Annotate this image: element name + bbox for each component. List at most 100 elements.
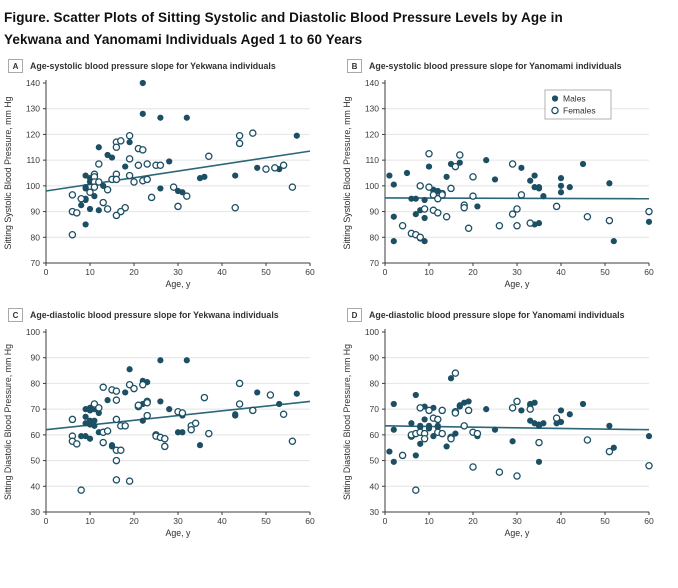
data-point <box>112 415 121 423</box>
data-point <box>293 390 300 397</box>
data-point <box>235 399 244 408</box>
data-point <box>473 429 482 438</box>
data-point <box>112 387 121 395</box>
y-tick-label: 100 <box>26 181 40 191</box>
data-point <box>390 213 397 220</box>
x-tick-label: 60 <box>305 516 315 526</box>
data-point <box>78 201 85 208</box>
x-tick-label: 50 <box>261 516 271 526</box>
y-tick-label: 50 <box>31 455 41 465</box>
data-point <box>82 221 89 228</box>
data-point <box>130 177 138 186</box>
data-point <box>68 415 77 423</box>
x-tick-label: 50 <box>600 516 610 526</box>
scatter-plot-D: 30 40 50 60 70 80 90 100 0 10 20 30 40 50 60 Sitting Di… <box>342 327 654 538</box>
data-point <box>531 399 538 406</box>
data-point <box>518 164 525 171</box>
data-point <box>157 398 164 405</box>
y-tick-label: 110 <box>365 155 379 165</box>
panel-C: C Age-diastolic blood pressure slope for … <box>0 308 339 543</box>
data-point <box>139 79 146 86</box>
series-females-points <box>398 149 653 241</box>
data-point <box>73 208 81 217</box>
data-point <box>408 419 415 427</box>
data-point <box>122 163 129 170</box>
data-point <box>412 210 419 217</box>
data-point <box>99 383 107 391</box>
data-point <box>143 398 151 407</box>
data-point <box>421 196 428 203</box>
panel-letter: D <box>347 308 362 323</box>
data-point <box>566 183 573 190</box>
data-point <box>125 131 134 140</box>
data-point <box>77 194 85 203</box>
data-point <box>417 422 424 429</box>
axes: 70 80 90 100 110 120 130 140 0 10 20 30 40 50 60 <box>365 78 654 277</box>
data-point <box>495 468 504 476</box>
x-tick-label: 20 <box>129 516 139 526</box>
data-point <box>95 143 102 151</box>
data-point <box>262 165 270 173</box>
data-point <box>386 448 393 455</box>
x-tick-label: 40 <box>556 516 566 526</box>
data-point <box>95 159 103 168</box>
panel-chart-title: Age-diastolic blood pressure slope for Y… <box>369 310 625 321</box>
data-point <box>469 192 477 200</box>
x-tick-label: 60 <box>644 267 654 277</box>
data-point <box>425 425 433 432</box>
data-point <box>491 426 499 433</box>
data-point <box>147 193 156 201</box>
legend-females-icon <box>551 106 559 114</box>
data-point <box>456 150 464 159</box>
data-point <box>540 192 547 199</box>
data-point <box>205 429 213 438</box>
data-point <box>535 458 543 465</box>
data-point <box>447 374 455 382</box>
data-point <box>390 458 397 465</box>
data-point <box>126 365 133 373</box>
data-point <box>386 172 393 179</box>
data-point <box>443 443 450 450</box>
data-point <box>134 401 143 409</box>
x-tick-label: 10 <box>424 267 434 277</box>
data-point <box>235 131 244 140</box>
data-point <box>82 413 89 420</box>
panel-chart-title: Age-systolic blood pressure slope for Ye… <box>30 61 276 72</box>
data-point <box>183 114 190 121</box>
y-tick-label: 90 <box>31 352 41 362</box>
y-tick-label: 50 <box>370 455 380 465</box>
scatter-plot-C: 30 40 50 60 70 80 90 100 0 10 20 30 40 50 60 Sitting Di… <box>3 327 315 538</box>
data-point <box>266 390 275 399</box>
data-point <box>390 400 397 407</box>
data-point <box>508 159 517 168</box>
data-point <box>606 422 613 429</box>
trend-line <box>384 196 650 200</box>
data-point <box>157 356 164 364</box>
y-tick-label: 130 <box>26 103 40 113</box>
legend: Males Females <box>544 89 612 120</box>
data-point <box>112 475 121 484</box>
data-point <box>552 202 561 210</box>
y-tick-label: 120 <box>26 129 40 139</box>
data-point <box>232 410 239 418</box>
data-point <box>183 356 190 364</box>
y-tick-label: 80 <box>370 378 380 388</box>
data-point <box>139 110 146 117</box>
data-point <box>112 175 121 183</box>
data-point <box>416 233 424 241</box>
data-point <box>606 179 613 187</box>
series-females-points <box>68 129 297 239</box>
data-point <box>134 161 143 169</box>
data-point <box>509 437 516 445</box>
y-tick-label: 70 <box>31 258 41 268</box>
data-point <box>103 204 112 213</box>
data-point <box>174 202 182 210</box>
data-point <box>95 409 102 416</box>
series-females-points <box>398 369 653 494</box>
data-point <box>495 221 504 230</box>
data-point <box>645 461 653 470</box>
figure-title: Figure. Scatter Plots of Sitting Systoli… <box>4 10 563 47</box>
panel-header: B Age-systolic blood pressure slope for Y… <box>339 59 678 74</box>
data-point <box>645 432 653 439</box>
x-tick-label: 60 <box>644 516 654 526</box>
